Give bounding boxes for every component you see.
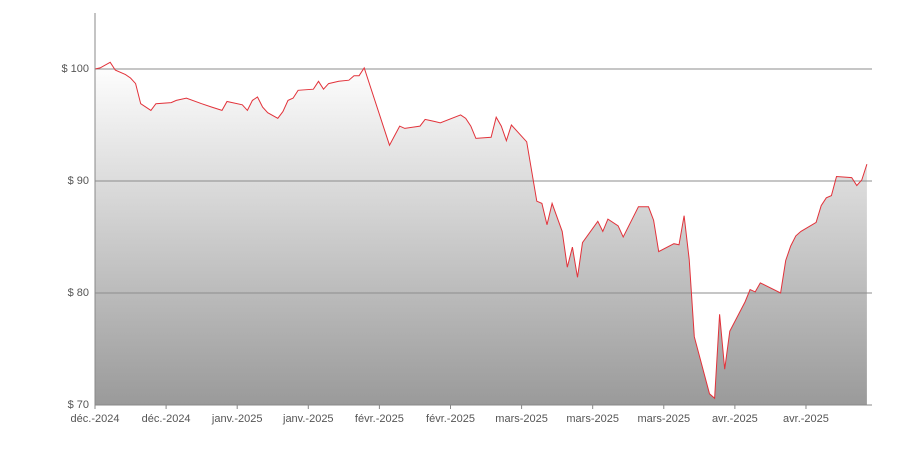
x-tick-label: févr.-2025 [355,413,404,425]
x-tick-label: déc.-2024 [142,413,191,425]
y-tick-label: $ 70 [68,399,89,411]
x-tick-label: mars-2025 [637,413,690,425]
x-tick-label: déc.-2024 [71,413,120,425]
x-tick-label: janv.-2025 [282,413,334,425]
y-tick-label: $ 80 [68,287,89,299]
area-fill [95,62,867,406]
x-tick-label: mars-2025 [566,413,619,425]
x-tick-label: janv.-2025 [211,413,263,425]
y-tick-label: $ 90 [68,175,89,187]
x-tick-label: mars-2025 [495,413,548,425]
x-tick-label: avr.-2025 [783,413,829,425]
line [94,61,868,400]
x-tick-label: févr.-2025 [426,413,475,425]
x-tick-label: avr.-2025 [712,413,758,425]
y-tick-label: $ 100 [61,63,89,75]
